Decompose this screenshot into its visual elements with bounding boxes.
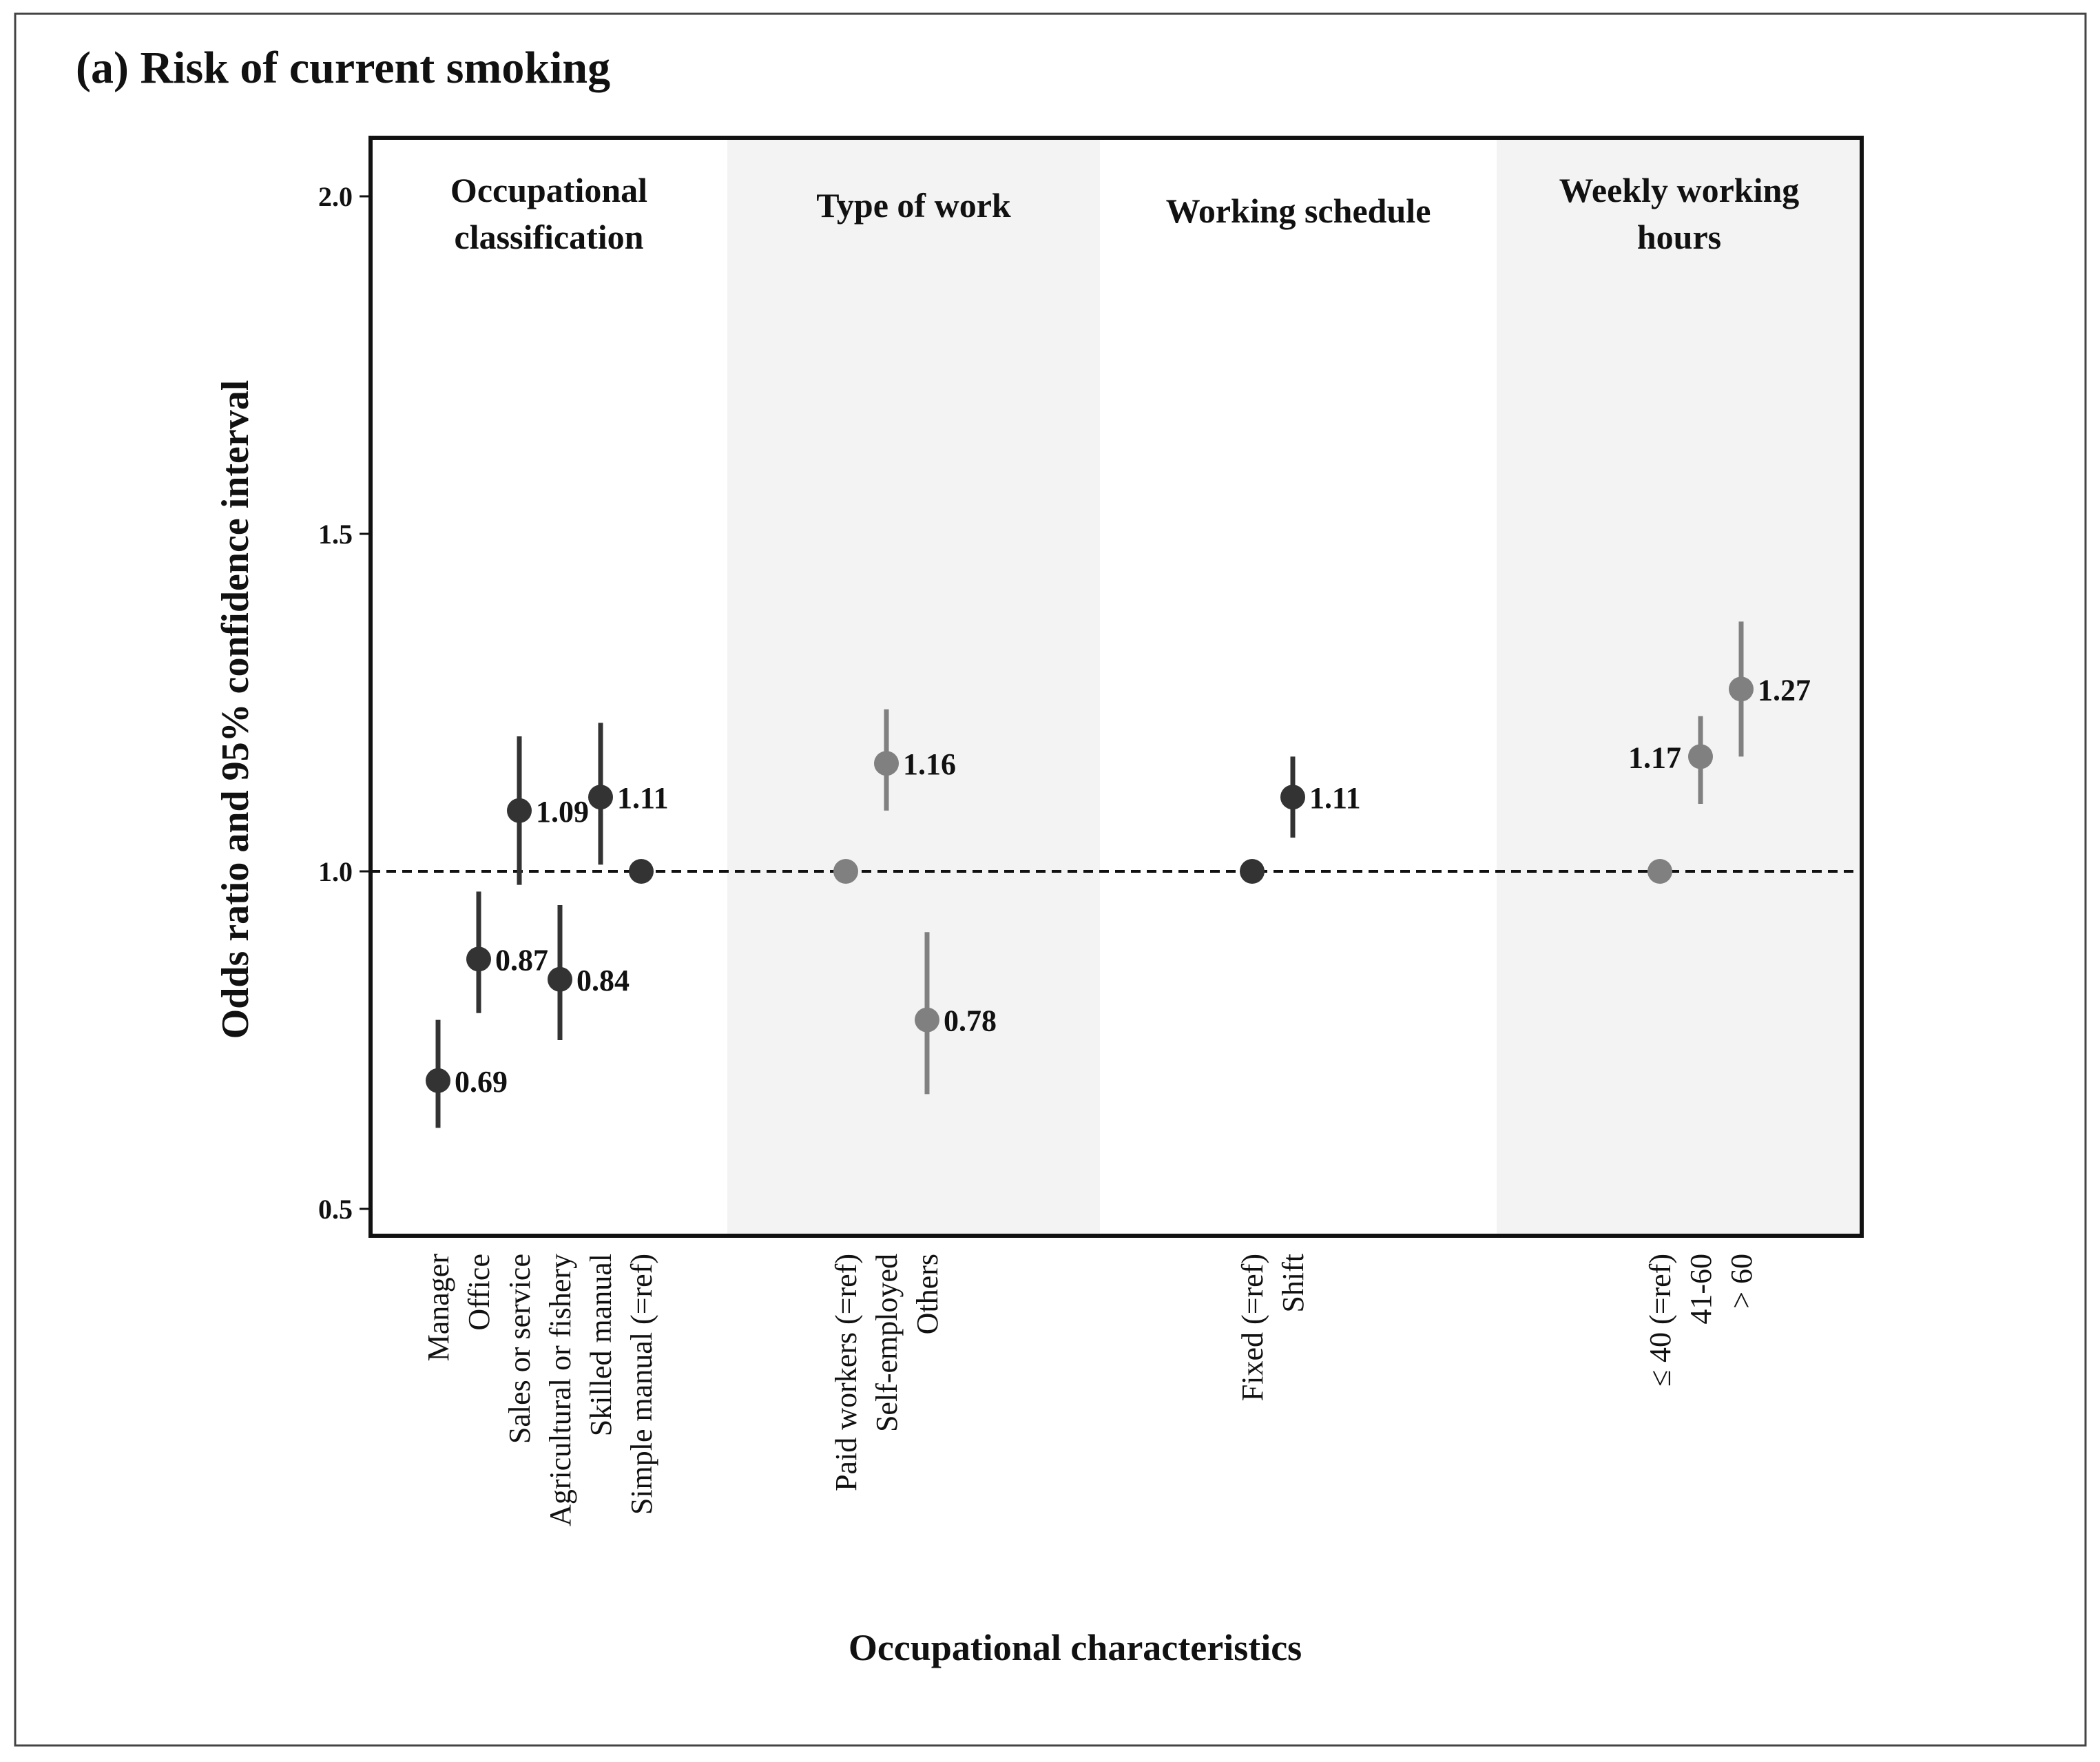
- panel-label-line: hours: [1637, 218, 1721, 256]
- category-label: ≤ 40 (=ref): [1643, 1254, 1677, 1387]
- data-label: 1.27: [1758, 673, 1811, 707]
- data-marks: 0.69 0.87 1.09 0.84 1.11 1.16 0.78 1.11 1.17 1.27: [426, 621, 1811, 1128]
- point-marker: [1280, 785, 1305, 810]
- chart-title: (a) Risk of current smoking: [76, 43, 610, 93]
- point-marker: [874, 751, 899, 776]
- x-category-labels: Manager Office Sales or service Agricultura…: [422, 1254, 1758, 1526]
- category-label: Manager: [422, 1254, 455, 1362]
- point-marker: [833, 859, 858, 884]
- category-label: Others: [911, 1254, 944, 1334]
- plot-frame: [368, 136, 1864, 1238]
- category-label: Sales or service: [503, 1254, 537, 1444]
- panel-label-2: Type of work: [816, 186, 1011, 225]
- y-tick-label: 1.5: [318, 519, 353, 550]
- point-marker: [1647, 859, 1672, 884]
- y-tick-label: 2.0: [318, 181, 353, 212]
- panel-label-line: Occupational: [450, 171, 647, 209]
- category-label: Self-employed: [870, 1254, 904, 1432]
- data-label: 1.17: [1628, 740, 1681, 774]
- data-label: 1.16: [903, 747, 956, 781]
- panel-label-4: Weekly working hours: [1559, 171, 1800, 256]
- category-label: > 60: [1725, 1254, 1758, 1309]
- data-label: 1.11: [1309, 781, 1361, 815]
- panel-label-3: Working schedule: [1166, 191, 1431, 230]
- category-label: Skilled manual: [584, 1254, 618, 1436]
- y-axis-label: Odds ratio and 95% confidence interval: [214, 380, 257, 1039]
- panel-band-4: [1497, 138, 1862, 1236]
- data-label: 0.87: [495, 943, 548, 977]
- panel-label-line: Weekly working: [1559, 171, 1800, 209]
- y-tick-label: 1.0: [318, 856, 353, 887]
- point-marker: [915, 1007, 939, 1033]
- point-marker: [548, 966, 572, 992]
- figure-border: [14, 12, 2087, 1747]
- panel-labels: Occupational classification Type of work Wo…: [450, 171, 1799, 256]
- point-marker: [1240, 859, 1265, 884]
- data-label: 0.69: [455, 1065, 508, 1099]
- data-label: 0.84: [576, 964, 630, 997]
- panel-band-2: [727, 138, 1100, 1236]
- category-label: Shift: [1276, 1254, 1310, 1313]
- panel-label-line: Working schedule: [1166, 191, 1431, 230]
- category-label: Agricultural or fishery: [543, 1254, 577, 1526]
- point-marker: [1688, 744, 1713, 769]
- data-label: 0.78: [944, 1004, 997, 1038]
- point-marker: [588, 785, 613, 810]
- y-tick-label: 0.5: [318, 1194, 353, 1225]
- category-label: Paid workers (=ref): [829, 1254, 863, 1491]
- point-marker: [629, 859, 654, 884]
- point-marker: [507, 798, 532, 823]
- panel-label-1: Occupational classification: [450, 171, 647, 256]
- y-axis: 0.5 1.0 1.5 2.0: [318, 181, 371, 1225]
- point-marker: [1729, 676, 1754, 702]
- panel-label-line: classification: [455, 218, 644, 256]
- category-label: Office: [462, 1254, 496, 1331]
- category-label: 41-60: [1684, 1254, 1718, 1325]
- panel-bands: [727, 138, 1862, 1236]
- panel-label-line: Type of work: [816, 186, 1011, 225]
- point-marker: [466, 946, 491, 972]
- x-axis-label: Occupational characteristics: [849, 1627, 1302, 1668]
- plot-frame-layer: [368, 136, 1864, 1238]
- data-label: 1.09: [536, 795, 589, 829]
- category-label: Simple manual (=ref): [625, 1254, 658, 1515]
- point-marker: [426, 1068, 450, 1093]
- data-label: 1.11: [617, 781, 669, 815]
- category-label: Fixed (=ref): [1236, 1254, 1269, 1401]
